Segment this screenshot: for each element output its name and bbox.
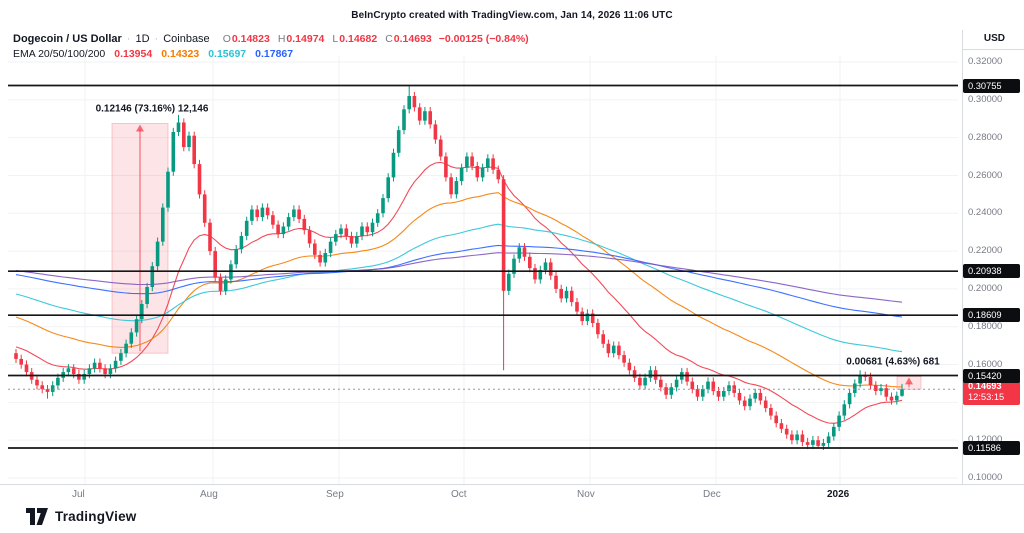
- attribution-text: BeInCrypto created with TradingView.com,…: [351, 10, 673, 21]
- tradingview-logo[interactable]: TradingView: [26, 508, 136, 525]
- symbol-title[interactable]: Dogecoin / US Dollar: [13, 33, 122, 45]
- exchange-label[interactable]: Coinbase: [163, 33, 210, 45]
- open-value: 0.14823: [231, 33, 270, 45]
- tradingview-mark-icon: [26, 508, 48, 525]
- symbol-legend-row: Dogecoin / US Dollar · 1D · Coinbase O 0.…: [13, 33, 529, 45]
- tradingview-brand-text: TradingView: [55, 509, 137, 524]
- time-axis-label[interactable]: Aug: [200, 489, 218, 500]
- high-label: H: [277, 33, 286, 45]
- price-axis-border: [962, 30, 963, 484]
- time-axis-label[interactable]: Sep: [326, 489, 344, 500]
- ema50-value: 0.14323: [161, 48, 200, 60]
- separator-dot: ·: [154, 33, 159, 45]
- currency-label: USD: [983, 33, 1005, 44]
- measure-label-1: 0.12146 (73.16%) 12,146: [96, 104, 209, 115]
- time-axis-label[interactable]: 2026: [827, 489, 850, 500]
- axis-header-divider: [962, 49, 1024, 50]
- open-label: O: [222, 33, 231, 45]
- time-axis[interactable]: Jul Aug Sep Oct Nov Dec 2026: [0, 484, 1024, 506]
- time-axis-label[interactable]: Nov: [577, 489, 595, 500]
- ema100-value: 0.15697: [208, 48, 247, 60]
- close-value: 0.14693: [393, 33, 432, 45]
- ema200-value: 0.17867: [255, 48, 294, 60]
- measure-label-2: 0.00681 (4.63%) 681: [846, 356, 940, 367]
- ema20-value: 0.13954: [114, 48, 153, 60]
- low-value: 0.14682: [339, 33, 378, 45]
- ohlc-readout: O 0.14823 H 0.14974 L 0.14682 C 0.14693: [223, 33, 432, 45]
- indicator-title[interactable]: EMA 20/50/100/200: [13, 48, 106, 60]
- change-value: −0.00125 (−0.84%): [438, 33, 529, 45]
- low-label: L: [332, 33, 339, 45]
- close-label: C: [385, 33, 393, 45]
- high-value: 0.14974: [286, 33, 325, 45]
- indicator-legend-row: EMA 20/50/100/200 0.13954 0.14323 0.1569…: [13, 48, 293, 60]
- separator-dot: ·: [126, 33, 131, 45]
- time-axis-label[interactable]: Dec: [703, 489, 721, 500]
- interval-label[interactable]: 1D: [135, 33, 150, 45]
- time-axis-label[interactable]: Oct: [451, 489, 467, 500]
- time-axis-label[interactable]: Jul: [72, 489, 85, 500]
